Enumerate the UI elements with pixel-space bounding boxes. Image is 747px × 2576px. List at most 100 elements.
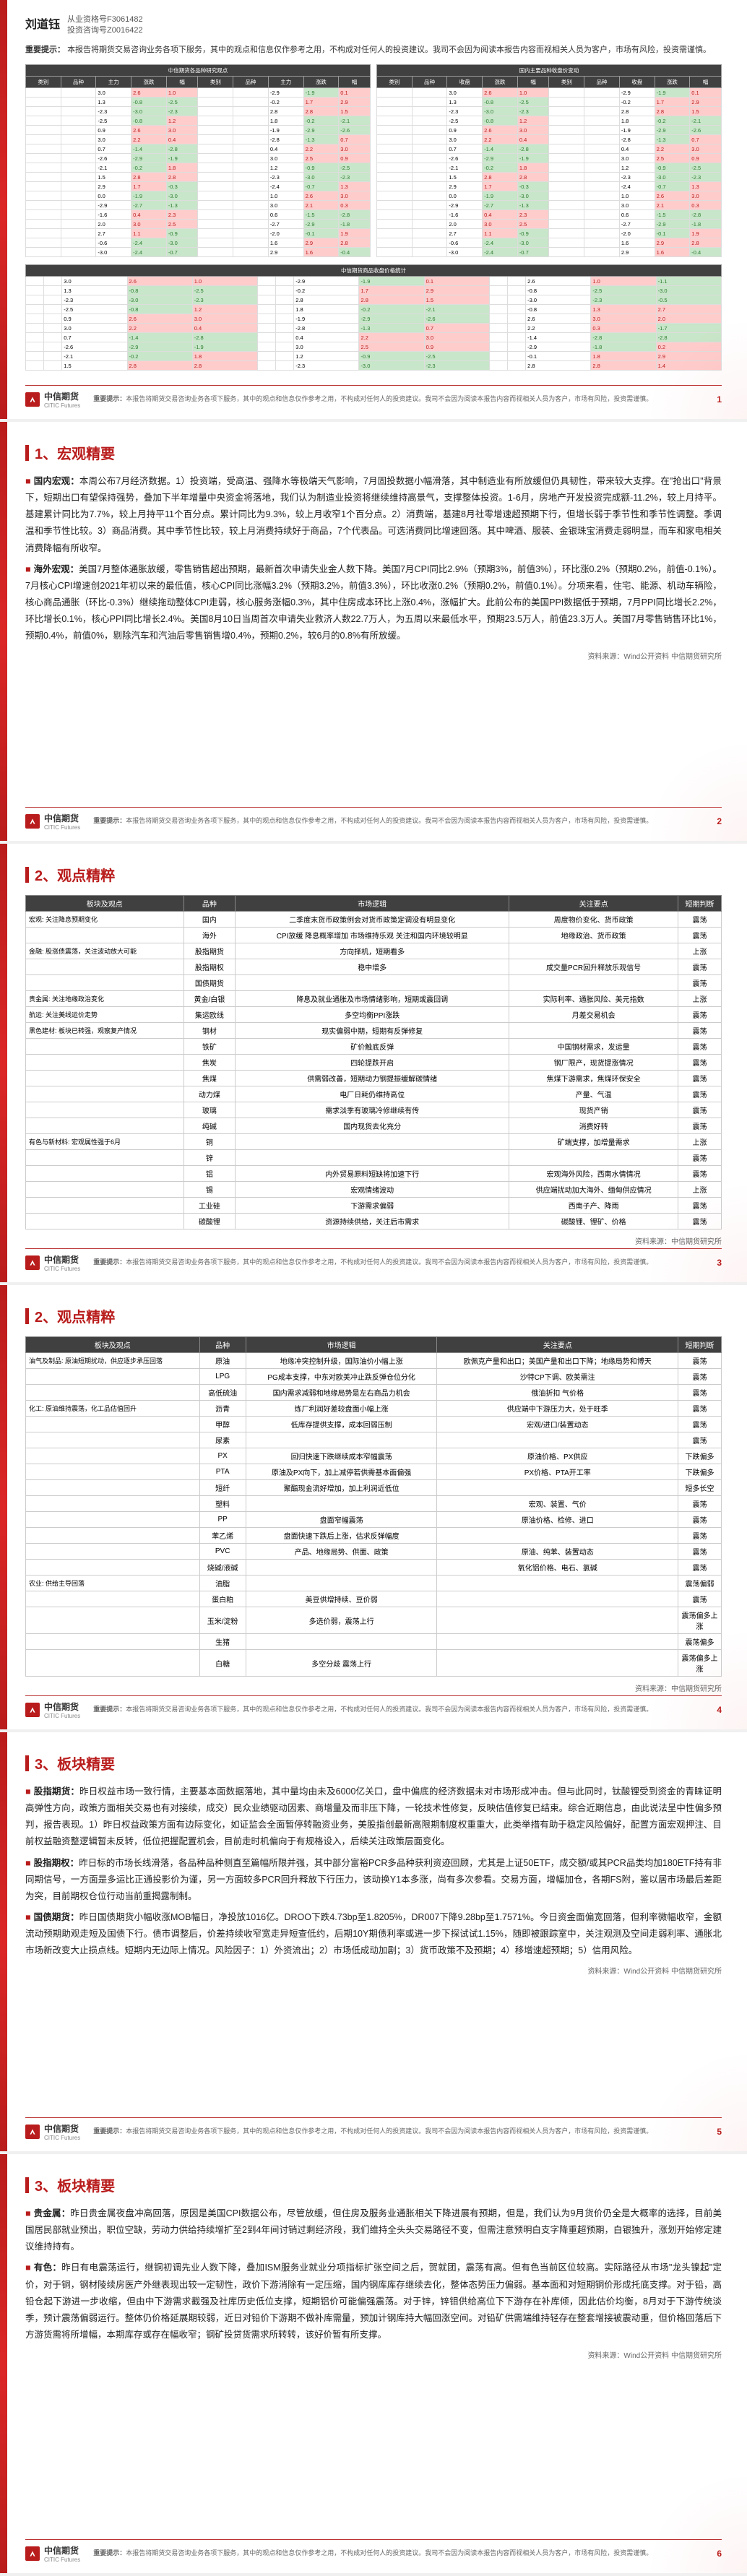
price-cell (44, 295, 62, 305)
price-cell (61, 116, 96, 126)
price-cell: 3.0 (619, 154, 655, 163)
table-cell: 产量、气温 (509, 1086, 678, 1102)
table-cell: 震荡 (678, 1385, 722, 1401)
table-cell: 农业: 供给主导回落 (26, 1576, 200, 1591)
table-cell: 震荡 (678, 1353, 722, 1369)
table-cell: 生猪 (199, 1634, 246, 1650)
table-cell: 中国钢材需求，发运量 (509, 1039, 678, 1055)
price-cell (44, 352, 62, 361)
price-cell: -0.8 (526, 286, 591, 295)
table-cell: 贵金属: 关注地缘政治变化 (26, 991, 184, 1007)
table-cell (437, 1591, 678, 1607)
brand-zh: 中信期货 (44, 390, 80, 402)
price-cell: 0.0 (447, 191, 483, 201)
table-cell: LPG (199, 1369, 246, 1385)
price-cell: 0.3 (339, 201, 371, 210)
price-cell (257, 361, 275, 371)
price-cell: -1.9 (131, 191, 167, 201)
table-cell: 聚酯现金流好增加，加上利润近低位 (246, 1480, 437, 1496)
price-cell (26, 163, 61, 173)
table-row: 金融: 股涨债震荡，关注波动放大可能股指期货方向择机，短期看多上涨 (26, 943, 722, 959)
price-cell (412, 201, 447, 210)
price-cell (489, 361, 507, 371)
price-cell: 0.4 (483, 210, 518, 220)
price-cell: -1.8 (339, 220, 371, 229)
price-cell (276, 295, 294, 305)
price-cell: 2.5 (359, 342, 424, 352)
price-cell: 1.0 (192, 277, 257, 286)
price-cell (233, 154, 269, 163)
table-cell: 锌 (183, 1150, 236, 1166)
price-cell: 2.6 (483, 126, 518, 135)
price-cell (198, 191, 233, 201)
price-cell: -2.8 (192, 333, 257, 342)
view-table-1: 板块及观点品种市场逻辑关注要点短期判断 宏观: 关注降息预期变化国内二季度末货币… (25, 895, 722, 1229)
table-cell (26, 928, 184, 943)
price-cell: 0.4 (268, 144, 303, 154)
table-row: 短纤聚酯现金流好增加，加上利润近低位短多长空 (26, 1480, 722, 1496)
table-cell: 震荡 (678, 1023, 722, 1039)
table-cell: 海外 (183, 928, 236, 943)
price-cell: -0.6 (96, 238, 131, 248)
price-cell: -2.3 (424, 361, 489, 371)
price-cell (508, 295, 526, 305)
price-cell: -2.5 (424, 352, 489, 361)
price-cell (549, 191, 584, 201)
price-cell: -2.9 (447, 201, 483, 210)
price-cell: -1.6 (447, 210, 483, 220)
price-cell: 0.1 (690, 88, 722, 98)
table-cell: CPI放缓 降息概率增加 市场维持乐观 关注和国内环境较明显 (236, 928, 509, 943)
table-cell (26, 1214, 184, 1229)
table-row: 航运: 关注美线运价走势集运欧线多空均衡PPI涨跌月差交易机会震荡 (26, 1007, 722, 1023)
price-cell (584, 126, 620, 135)
price-cell (508, 333, 526, 342)
price-cell: -2.1 (339, 116, 371, 126)
price-cell: 2.6 (127, 277, 192, 286)
price-cell (26, 173, 61, 182)
price-cell: 1.3 (591, 305, 656, 314)
price-cell: -0.2 (359, 305, 424, 314)
price-cell: -1.9 (166, 154, 198, 163)
price-cell (198, 163, 233, 173)
table-cell: 盘面快速下跌后上涨，估求反弹幅度 (246, 1528, 437, 1544)
table-cell: 塑料 (199, 1496, 246, 1512)
brand-logo-icon (25, 2125, 40, 2139)
price-cell (44, 314, 62, 324)
price-cell (276, 333, 294, 342)
table-cell: 多选价弱，震荡上行 (246, 1607, 437, 1634)
price-cell: -2.5 (591, 286, 656, 295)
price-cell: 0.4 (294, 333, 359, 342)
table-cell: 工业硅 (183, 1198, 236, 1214)
sector-p1-label: 股指期货： (34, 1786, 79, 1797)
price-cell (233, 88, 269, 98)
table-cell: 股指期货 (183, 943, 236, 959)
sector-p2: 昨日标的市场长线滑落，各品种品种侧直至篇幅所限并强，其中部分富裕PCR多品种获利… (25, 1858, 722, 1901)
price-cell (61, 210, 96, 220)
price-cell (377, 126, 413, 135)
price-cell: 2.8 (359, 295, 424, 305)
table-cell: 成交量PCR回升释放乐观信号 (509, 959, 678, 975)
price-cell (549, 182, 584, 191)
price-cell: 1.6 (655, 248, 690, 257)
price-cell: 1.3 (339, 182, 371, 191)
price-cell: 1.7 (483, 182, 518, 191)
price-cell (44, 361, 62, 371)
price-cell: -2.7 (268, 220, 303, 229)
table-cell: 降息及就业通胀及市场情绪影响，短期或震回调 (236, 991, 509, 1007)
price-cell: 2.9 (655, 238, 690, 248)
price-cell (549, 173, 584, 182)
price-cell: 2.9 (303, 238, 339, 248)
col-header: 关注要点 (437, 1337, 678, 1353)
price-cell (549, 238, 584, 248)
price-cell: 1.7 (359, 286, 424, 295)
disclaim-label: 重要提示： (25, 46, 65, 54)
table-cell: 钢厂限产，现货提涨情况 (509, 1055, 678, 1071)
table-row: 锌震荡 (26, 1150, 722, 1166)
price-cell: 2.7 (656, 305, 721, 314)
table-cell: 尿素 (199, 1432, 246, 1448)
price-cell (257, 352, 275, 361)
price-cell (257, 342, 275, 352)
price-cell (584, 210, 620, 220)
price-cell (257, 305, 275, 314)
table-cell: 震荡 (678, 1591, 722, 1607)
